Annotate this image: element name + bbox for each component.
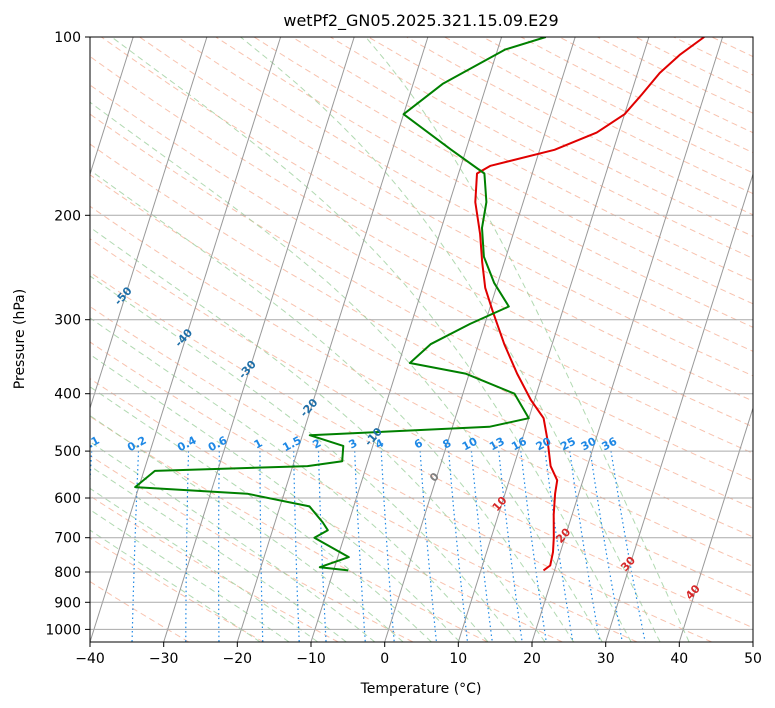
y-tick-label: 300 [54,313,81,329]
isotherm-line [163,37,355,642]
mixing-ratio-label: 0.1 [78,434,101,455]
dry-adiabat [90,238,753,598]
dry-adiabat [139,37,753,377]
y-tick-label: 1000 [45,622,81,638]
dry-adiabat [90,415,488,642]
y-tick-label: 700 [54,531,81,547]
isotherm-line [90,37,282,642]
dry-adiabat [90,378,563,642]
y-tick-label: 800 [54,565,81,581]
y-tick-label: 500 [54,444,81,460]
mixing-ratio-label: 36 [600,435,620,454]
moist-adiabat [90,169,575,642]
isotherm-line [90,37,134,176]
x-tick-label: −40 [75,651,105,667]
isotherm-line [384,37,576,642]
isotherm-line [605,172,753,642]
moist-adiabat [90,414,404,642]
mixing-ratio-label: 16 [509,435,529,454]
isotherm-line [90,37,208,410]
x-tick-label: −30 [149,651,179,667]
dewpoint-line [134,37,547,572]
mixing-ratio-line [544,451,574,642]
moist-adiabat [90,465,347,642]
x-tick-label: 20 [523,651,541,667]
mixing-ratio-line [448,451,469,642]
y-tick-label: 400 [54,387,81,403]
sounding-series [134,37,705,572]
mixing-ratio-line [520,451,547,642]
x-tick-label: 50 [744,651,762,667]
y-tick-label: 900 [54,595,81,611]
moist-adiabats [90,37,690,642]
dry-adiabat [90,113,753,482]
y-tick-label: 200 [54,208,81,224]
moist-adiabat [90,317,489,642]
mixing-ratio-line [354,451,366,642]
mixing-ratio-line [218,451,220,642]
mixing-ratio-line [419,451,437,642]
dry-adiabat [253,37,753,305]
temperature-line [474,37,705,572]
x-tick-label: 10 [449,651,467,667]
isotherm-line [310,37,503,642]
isotherm-line [678,406,753,642]
dry-adiabat [90,143,753,509]
mixing-ratio-line [131,451,140,642]
y-tick-label: 600 [54,491,81,507]
dry-adiabat [90,271,753,629]
plot-frame [89,36,754,643]
x-tick-label: 30 [597,651,615,667]
isobars [90,37,753,630]
mixing-ratio-label: 13 [487,435,507,454]
moist-adiabat [90,509,290,642]
plot-area: 0.10.20.40.611.52346810131620253036-100-… [78,37,753,642]
x-tick-label: 0 [380,651,389,667]
mixing-ratio-line [185,451,190,642]
mixing-ratio-line [569,451,601,642]
mixing-ratio-line [259,451,264,642]
moist-adiabat [90,275,517,642]
mixing-ratio-label: 30 [579,435,599,454]
dry-adiabat [90,580,190,642]
mixing-ratio-line [498,451,523,642]
isotherms [90,37,753,642]
dry-adiabat [101,37,753,402]
moist-adiabat [365,37,690,642]
x-axis-label: Temperature (°C) [360,681,482,697]
x-tick-label: −20 [223,651,253,667]
moist-adiabat [90,487,319,642]
x-axis: −40 −30 −20 −10 0 10 20 30 40 50 [75,642,762,667]
mixing-ratio-label: 25 [558,435,578,454]
moist-adiabat [240,37,661,642]
chart-title: wetPf2_GN05.2025.321.15.09.E29 [283,11,558,31]
isotherm-line [236,37,429,642]
mixing-ratio-label: 10 [460,435,480,454]
mixing-ratio-line [293,451,300,642]
y-axis-label: Pressure (hPa) [12,289,28,389]
y-tick-label: 100 [54,30,81,46]
dry-adiabat [90,305,712,642]
moist-adiabat [90,101,603,642]
x-tick-label: 40 [670,651,688,667]
mixing-ratio-line [317,451,327,642]
dry-adiabat [215,37,753,328]
moist-adiabat [90,226,546,642]
y-axis: 100 200 300 400 500 600 700 800 900 1000 [45,30,90,638]
mixing-ratio-label: 20 [534,435,554,454]
isotherm-line [531,37,724,642]
dry-adiabat [90,537,264,642]
x-tick-label: −10 [296,651,326,667]
moist-adiabat [90,386,432,642]
isotherm-line [457,37,650,642]
